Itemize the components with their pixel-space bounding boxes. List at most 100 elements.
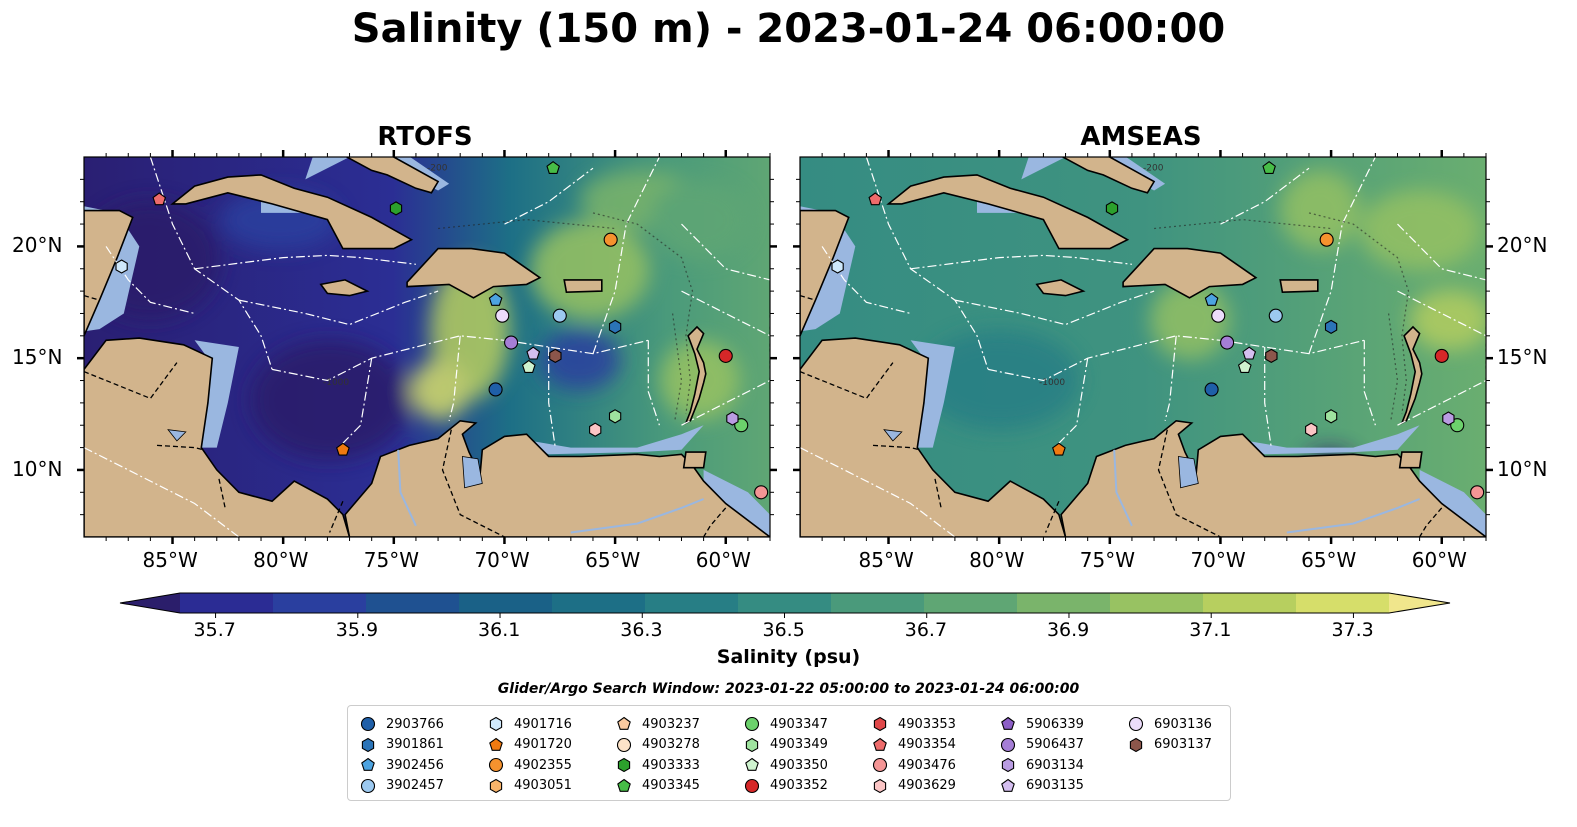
colorbar-segment <box>1296 593 1390 613</box>
national-border <box>872 444 920 451</box>
legend-item: 4903354 <box>872 735 956 755</box>
colorbar-tick-label: 36.1 <box>478 619 521 641</box>
legend-label: 4903333 <box>642 757 700 773</box>
platform-marker-3901861 <box>1324 319 1338 335</box>
colorbar-segment <box>273 593 367 613</box>
eez-boundary <box>1264 347 1272 448</box>
platform-marker-3902456 <box>1204 292 1219 306</box>
trinidad-land <box>1398 451 1423 469</box>
lon-tick-label: 85°W <box>858 548 914 572</box>
legend-marker-circle-icon <box>488 757 504 773</box>
rtofs-eez-lines: -1000 -200 <box>84 157 770 537</box>
colorbar-segment <box>1203 593 1297 613</box>
eez-boundary <box>84 447 240 537</box>
national-border <box>84 294 100 301</box>
figure-title: Salinity (150 m) - 2023-01-24 06:00:00 <box>351 6 1226 52</box>
legend-marker-circle-icon <box>360 716 376 732</box>
legend-label: 4903051 <box>514 778 572 793</box>
colorbar-segment <box>831 593 925 613</box>
eez-boundary <box>338 358 373 449</box>
platform-marker-6903134 <box>1442 411 1455 426</box>
platform-marker-4903352 <box>1434 348 1449 363</box>
river <box>570 498 704 534</box>
platform-marker-4903349 <box>1324 409 1338 424</box>
lake-maracaibo <box>1177 456 1199 489</box>
platform-marker-3902457 <box>552 308 567 323</box>
legend-marker-shape <box>1000 737 1016 752</box>
platform-marker-6903136 <box>1211 308 1226 323</box>
lat-tick-label-right: 10°N <box>1497 456 1548 481</box>
legend-item: 5906437 <box>1000 735 1084 755</box>
central-america-land <box>84 337 351 537</box>
platform-legend: 2903766 3901861 3902456 3902457 4901716 49017… <box>347 705 1231 801</box>
eez-boundary <box>1054 358 1089 449</box>
platform-marker-4903350 <box>521 359 536 373</box>
eez-boundary <box>910 254 1132 270</box>
river <box>397 449 417 527</box>
legend-item: 4901716 <box>488 714 572 734</box>
platform-marker-4901716 <box>115 259 128 274</box>
platform-marker-4903354 <box>152 192 167 206</box>
colorbar-extend-high <box>1389 593 1450 613</box>
legend-marker-shape <box>361 737 375 752</box>
legend-label: 4903345 <box>642 778 700 793</box>
platform-marker-4903349 <box>608 409 622 424</box>
lon-tick-label: 70°W <box>474 548 530 572</box>
legend-item: 4901720 <box>488 735 572 755</box>
legend-label: 4903278 <box>642 737 700 752</box>
bahamas-land <box>345 157 440 194</box>
trinidad-land <box>682 451 707 469</box>
eez-boundary <box>548 347 556 448</box>
legend-marker-hexagon-icon <box>489 778 503 793</box>
shelf-area <box>504 425 704 455</box>
legend-marker-hexagon-icon <box>489 716 503 732</box>
amseas-land-layer <box>800 157 1486 537</box>
eez-boundary <box>1363 340 1376 426</box>
national-border <box>156 444 204 451</box>
lon-tick-label: 60°W <box>695 548 751 572</box>
legend-marker-shape <box>617 716 631 730</box>
eez-boundary <box>149 157 273 370</box>
legend-label: 6903137 <box>1154 737 1212 752</box>
lake-nicaragua <box>167 429 187 442</box>
legend-marker-shape <box>1001 778 1015 792</box>
legend-label: 2903766 <box>386 716 444 732</box>
colorbar-tick-label: 36.7 <box>904 619 948 641</box>
legend-item: 3902456 <box>360 755 444 775</box>
legend-marker-pentagon-icon <box>361 757 375 771</box>
legend-label: 4901716 <box>514 716 572 732</box>
legend-item: 4903345 <box>616 776 700 796</box>
lat-tick-label-right: 20°N <box>1497 233 1548 258</box>
colorbar-segment <box>1017 593 1111 613</box>
amseas-platform-markers <box>831 161 1485 500</box>
legend-marker-shape <box>872 757 888 773</box>
legend-item: 4903349 <box>744 735 828 755</box>
central-america-land <box>800 337 1067 537</box>
colorbar-segment <box>1110 593 1204 613</box>
amseas-eez-lines: -1000 -200 <box>800 157 1486 537</box>
platform-marker-4901716 <box>831 259 844 274</box>
legend-marker-shape <box>873 716 887 732</box>
lon-tick-label: 70°W <box>1190 548 1246 572</box>
legend-marker-shape <box>360 778 376 793</box>
platform-marker-4903333 <box>389 201 403 216</box>
eez-boundary <box>592 157 660 354</box>
colorbar-tick-label: 36.9 <box>1046 619 1090 641</box>
colorbar-tick-label: 36.3 <box>620 619 663 641</box>
legend-label: 4903354 <box>898 737 956 752</box>
lon-tick-label: 65°W <box>1301 548 1357 572</box>
national-border <box>441 429 505 537</box>
colorbar-tick-label: 37.1 <box>1189 619 1232 641</box>
eez-boundary <box>1397 223 1486 281</box>
lat-tick-label-left: 20°N <box>12 233 63 258</box>
legend-item: 4903051 <box>488 776 572 796</box>
eez-boundary <box>865 157 989 370</box>
contour-label: -200 <box>1143 163 1164 173</box>
legend-marker-circle-icon <box>744 716 760 732</box>
legend-marker-circle-icon <box>616 737 632 752</box>
bathymetry-contour <box>592 212 694 415</box>
platform-marker-2903766 <box>488 382 503 397</box>
eez-boundary <box>448 335 461 421</box>
platform-marker-4903354 <box>868 192 883 206</box>
eez-boundary <box>504 167 594 225</box>
